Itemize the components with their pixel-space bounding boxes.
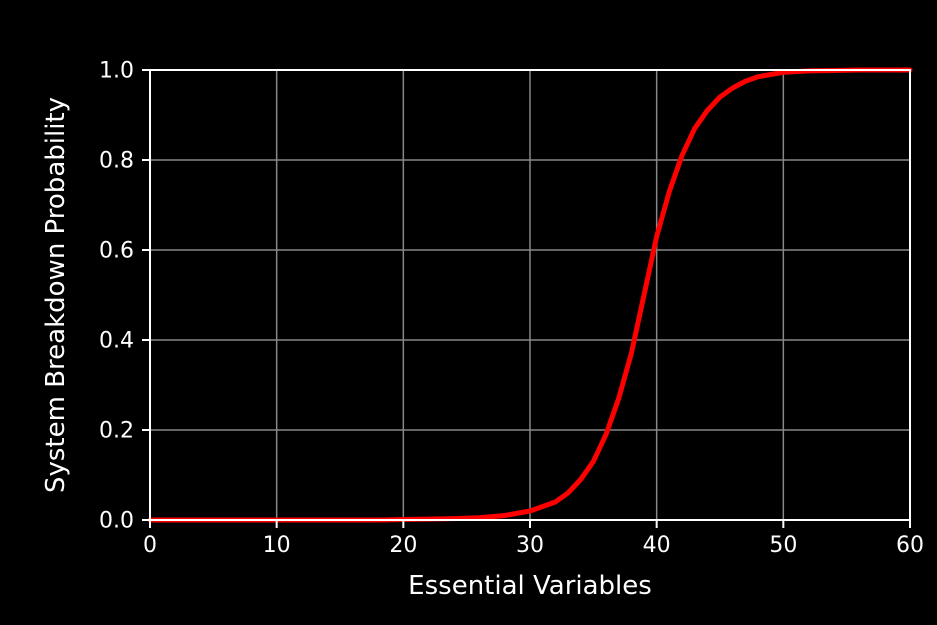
x-tick-label: 20: [389, 533, 417, 558]
x-tick-label: 60: [896, 533, 924, 558]
x-tick-label: 50: [769, 533, 797, 558]
x-tick-label: 0: [143, 533, 157, 558]
x-tick-label: 30: [516, 533, 544, 558]
y-tick-label: 0.6: [99, 239, 134, 264]
y-tick-label: 0.4: [99, 329, 134, 354]
x-tick-label: 10: [263, 533, 291, 558]
chart-container: 0 10 20 30 40 50 60 0.0 0.2 0.4 0.6 0.8 1.0 Essential…: [0, 0, 937, 625]
y-tick-label: 1.0: [99, 59, 134, 84]
y-tick-label: 0.0: [99, 509, 134, 534]
x-tick-label: 40: [643, 533, 671, 558]
y-axis-label: System Breakdown Probability: [41, 97, 71, 493]
x-axis-label: Essential Variables: [408, 571, 652, 601]
line-chart: 0 10 20 30 40 50 60 0.0 0.2 0.4 0.6 0.8 1.0 Essential…: [0, 0, 937, 625]
y-tick-label: 0.2: [99, 419, 134, 444]
y-tick-label: 0.8: [99, 149, 134, 174]
